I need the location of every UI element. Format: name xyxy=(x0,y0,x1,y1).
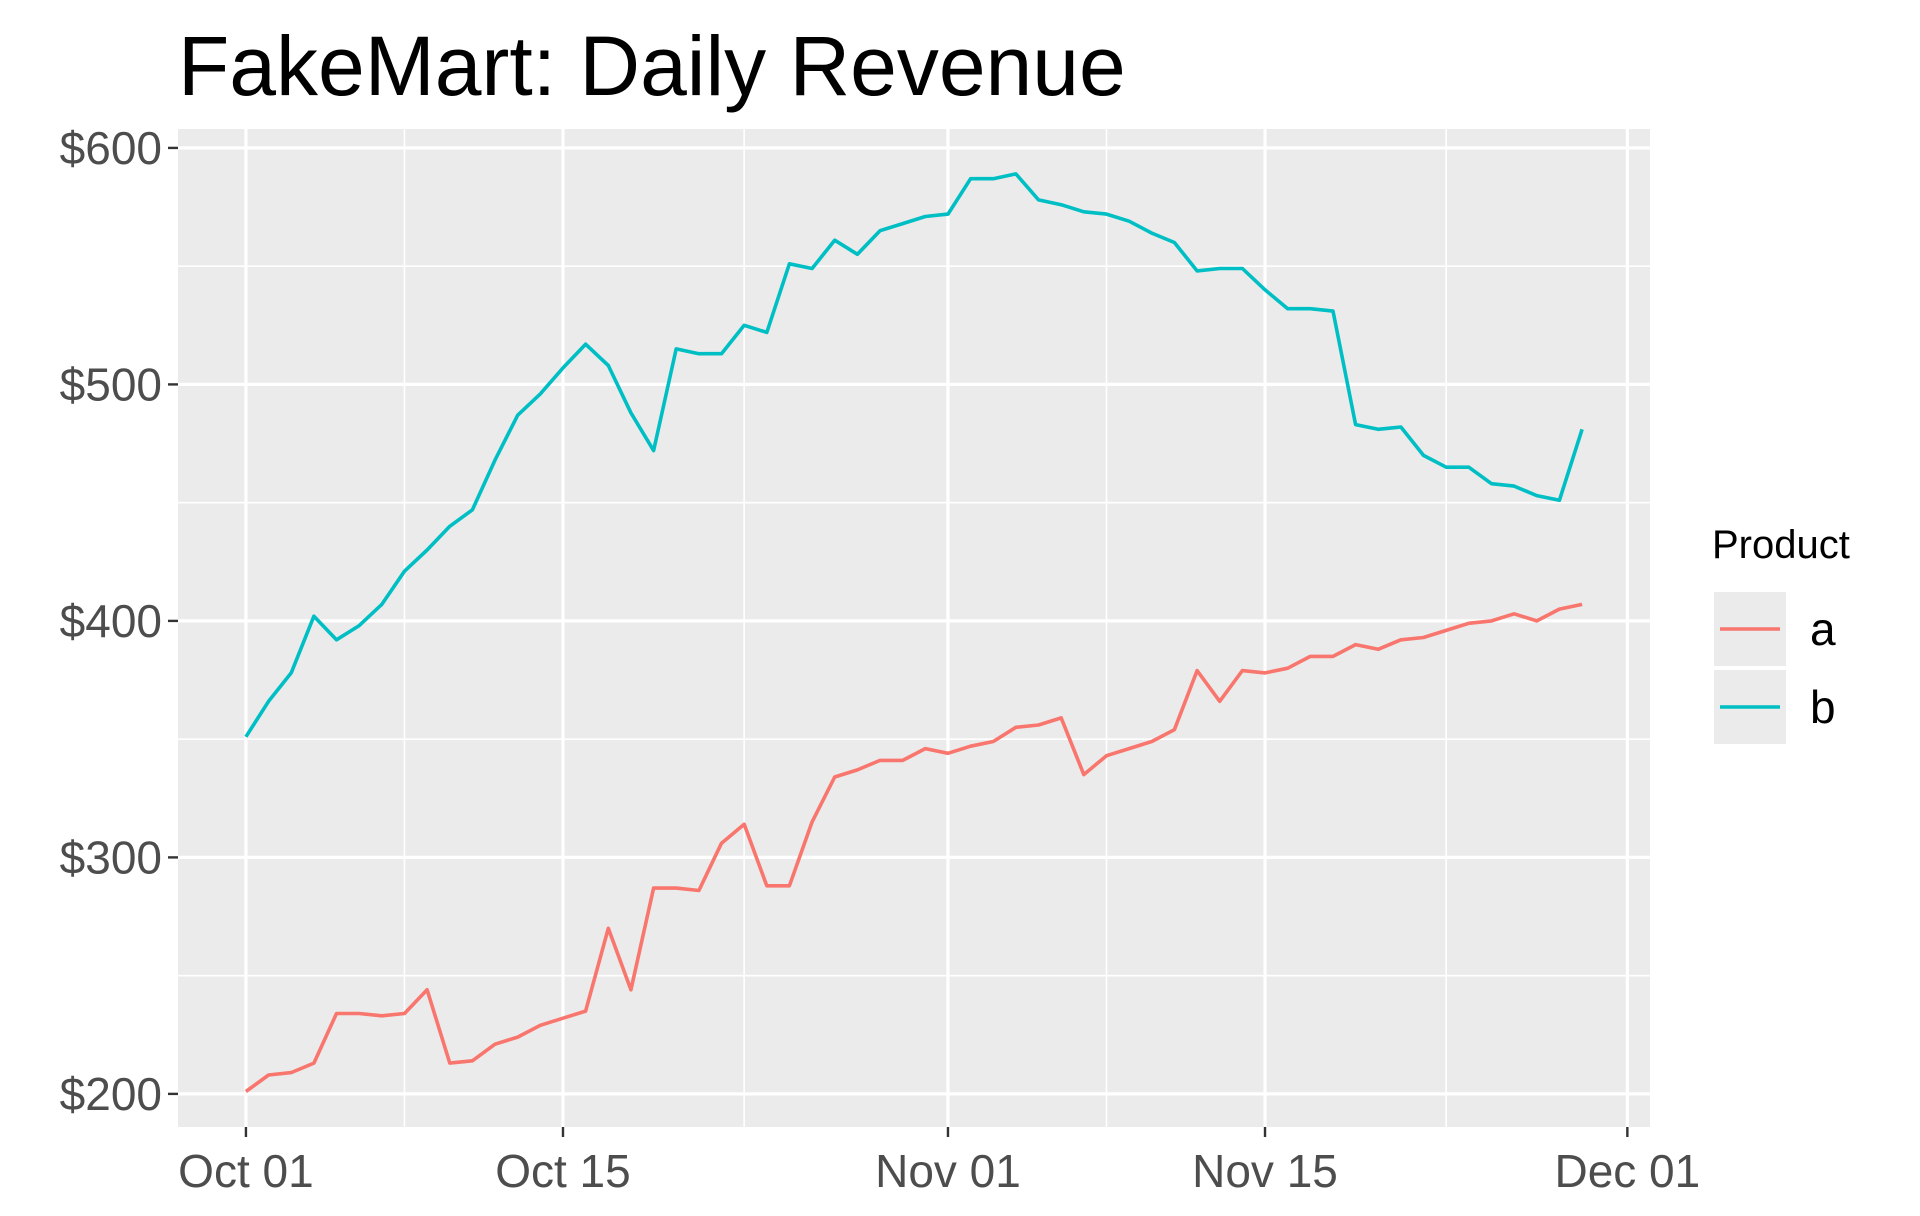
grid-minor xyxy=(178,129,1650,1127)
x-tick-label: Dec 01 xyxy=(1554,1145,1700,1197)
legend-title: Product xyxy=(1712,523,1850,567)
x-tick-label: Nov 15 xyxy=(1192,1145,1338,1197)
x-tick-label: Nov 01 xyxy=(875,1145,1021,1197)
y-tick-label: $200 xyxy=(60,1068,162,1120)
series-line-b xyxy=(244,172,1584,738)
y-axis: $200 $300 $400 $500 $600 xyxy=(60,122,178,1120)
y-tick-label: $400 xyxy=(60,595,162,647)
chart-title: FakeMart: Daily Revenue xyxy=(178,19,1126,113)
x-tick-label: Oct 01 xyxy=(178,1145,314,1197)
plot-panel xyxy=(178,129,1650,1127)
series-line-a xyxy=(244,602,1583,1093)
y-tick-label: $500 xyxy=(60,358,162,410)
legend: Product ab xyxy=(1712,523,1850,744)
y-tick-label: $300 xyxy=(60,831,162,883)
series-lines xyxy=(244,172,1584,1093)
x-tick-label: Oct 15 xyxy=(495,1145,631,1197)
legend-label-a: a xyxy=(1810,603,1836,655)
grid-major xyxy=(178,129,1650,1127)
x-axis: Oct 01 Oct 15 Nov 01 Nov 15 Dec 01 xyxy=(178,1127,1700,1197)
legend-label-b: b xyxy=(1810,681,1836,733)
y-tick-label: $600 xyxy=(60,122,162,174)
